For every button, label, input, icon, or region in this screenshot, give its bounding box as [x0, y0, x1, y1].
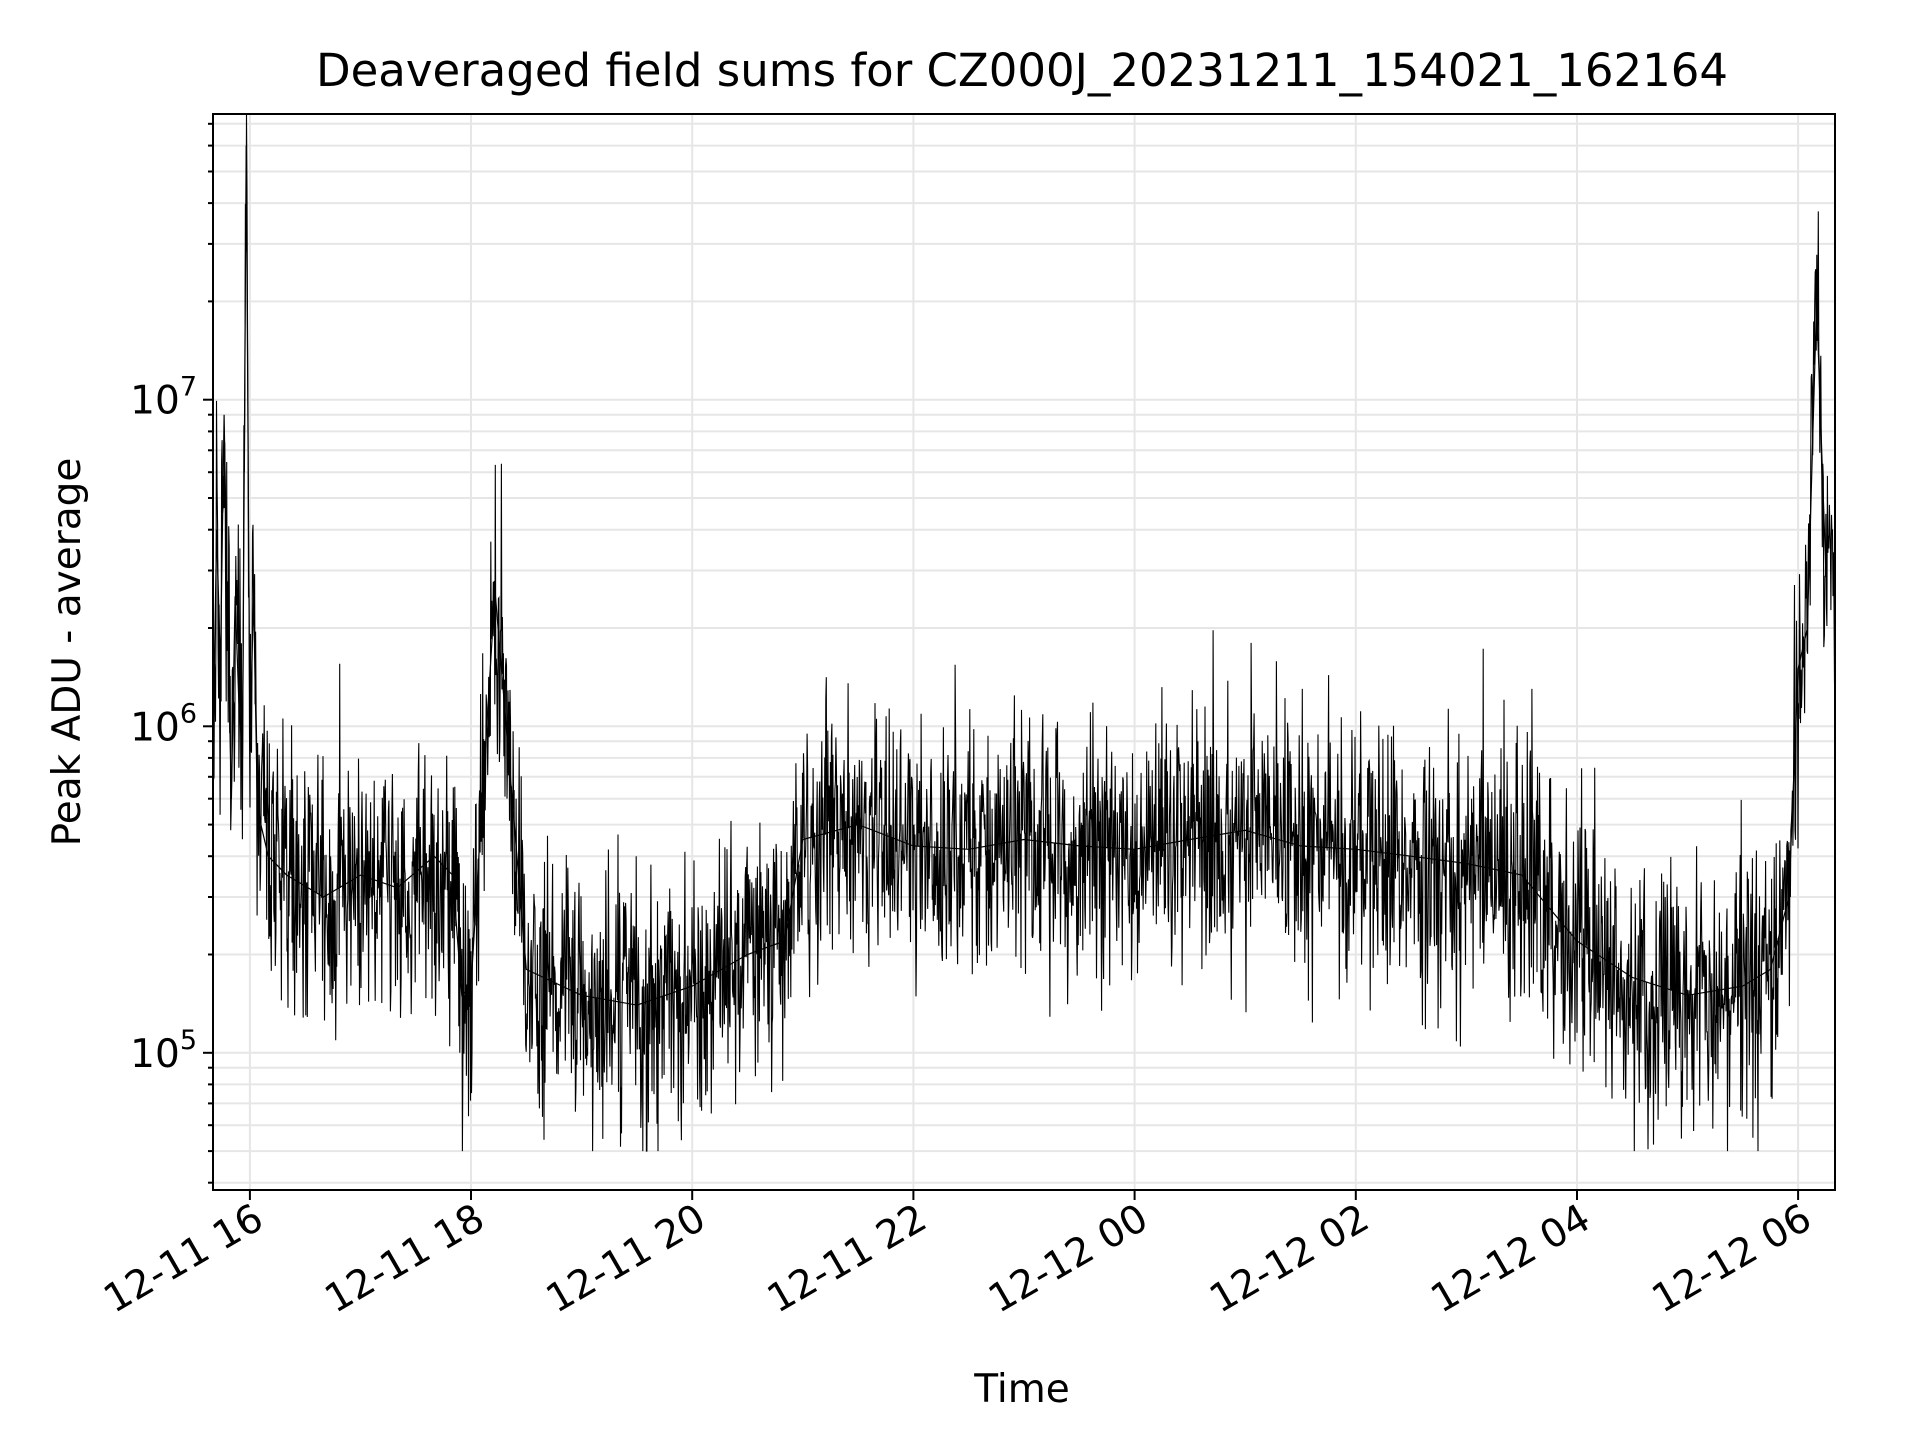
plot-area [212, 113, 1836, 1152]
y-axis: 105 106 107 [130, 122, 213, 1184]
y-tick-label: 107 [130, 372, 197, 424]
chart-title: Deaveraged field sums for CZ000J_2023121… [316, 44, 1728, 97]
y-tick-label: 106 [130, 698, 197, 750]
y-axis-label: Peak ADU - average [45, 458, 90, 847]
axes-frame [212, 113, 1836, 1191]
y-tick-label: 105 [130, 1025, 197, 1077]
series-line [212, 113, 1836, 1152]
x-axis-label: Time [973, 1367, 1069, 1412]
